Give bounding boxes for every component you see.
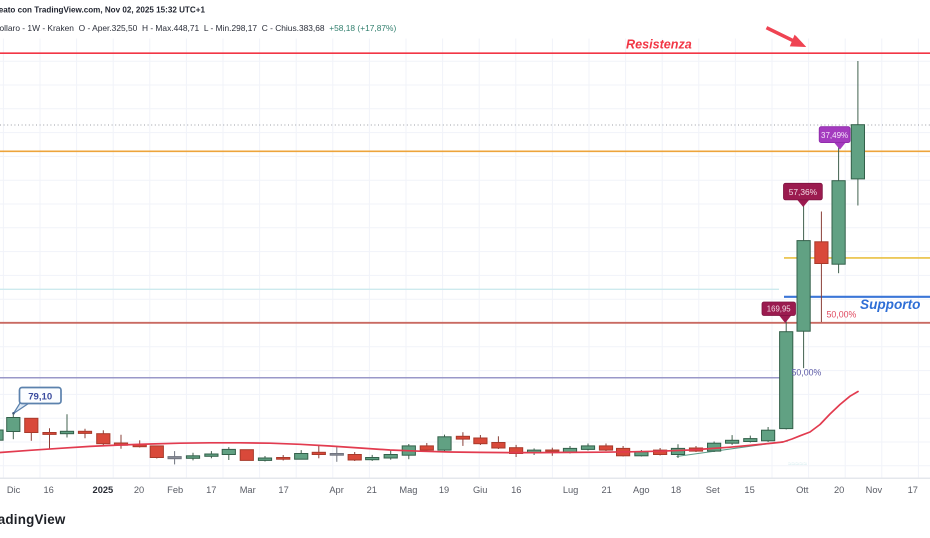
svg-text:Resistenza: Resistenza: [626, 38, 692, 52]
svg-text:Apr: Apr: [329, 485, 343, 495]
svg-text:Supporto: Supporto: [860, 297, 920, 312]
svg-text:20: 20: [134, 485, 144, 495]
svg-text:Giu: Giu: [473, 485, 487, 495]
svg-text:16: 16: [511, 485, 521, 495]
svg-text:Ago: Ago: [633, 485, 650, 495]
svg-text:17: 17: [908, 485, 918, 495]
svg-text:Set: Set: [706, 485, 720, 495]
svg-text:169,95: 169,95: [767, 305, 792, 314]
svg-text:50,00%: 50,00%: [827, 310, 857, 320]
svg-text:16: 16: [44, 485, 54, 495]
svg-text:17: 17: [206, 485, 216, 495]
svg-text:19: 19: [439, 485, 449, 495]
svg-text:≈≈≈≈≈: ≈≈≈≈≈: [788, 461, 807, 468]
svg-text:Mar: Mar: [240, 485, 256, 495]
svg-text:17: 17: [278, 485, 288, 495]
svg-text:15: 15: [744, 485, 754, 495]
svg-text:18: 18: [671, 485, 681, 495]
svg-text:Dic: Dic: [7, 485, 21, 495]
svg-text:20: 20: [834, 485, 844, 495]
svg-text:Mag: Mag: [399, 485, 417, 495]
svg-text:TradingView: TradingView: [0, 512, 66, 527]
svg-text:2025: 2025: [93, 485, 114, 495]
svg-text:50,00%: 50,00%: [792, 368, 822, 378]
svg-text:Lug: Lug: [563, 485, 579, 495]
svg-text:ollaro - 1W - Kraken O - Aper: ollaro - 1W - Kraken O - Aper.325,50 H -…: [0, 23, 396, 33]
svg-text:79,10: 79,10: [28, 392, 52, 403]
svg-text:Creato con TradingView.com, No: Creato con TradingView.com, Nov 02, 2025…: [0, 6, 205, 15]
svg-text:21: 21: [367, 485, 377, 495]
svg-text:Feb: Feb: [167, 485, 183, 495]
svg-text:37,49%: 37,49%: [821, 131, 848, 140]
svg-text:21: 21: [602, 485, 612, 495]
svg-text:Nov: Nov: [866, 485, 883, 495]
svg-text:57,36%: 57,36%: [789, 187, 818, 197]
svg-text:Ott: Ott: [796, 485, 809, 495]
